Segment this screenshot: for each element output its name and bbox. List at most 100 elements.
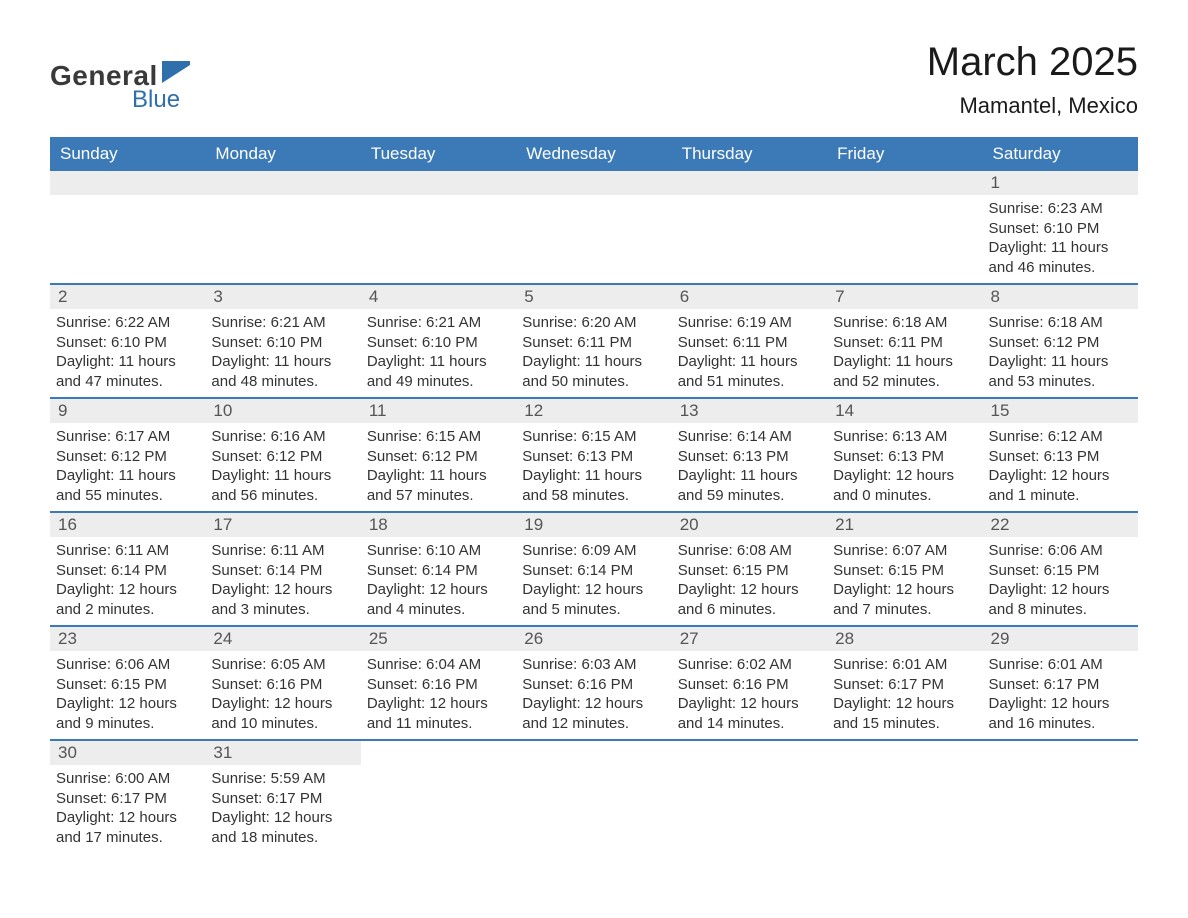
day-number: [827, 171, 982, 195]
sunset-line: Sunset: 6:13 PM: [989, 447, 1132, 467]
day-body: Sunrise: 6:12 AMSunset: 6:13 PMDaylight:…: [983, 423, 1138, 511]
day-number: 18: [361, 513, 516, 537]
day-body: Sunrise: 6:04 AMSunset: 6:16 PMDaylight:…: [361, 651, 516, 739]
dow-cell: Friday: [827, 137, 982, 171]
sunrise-line: Sunrise: 6:22 AM: [56, 313, 199, 333]
dow-cell: Wednesday: [516, 137, 671, 171]
sunrise-line: Sunrise: 6:04 AM: [367, 655, 510, 675]
sunset-line: Sunset: 6:11 PM: [678, 333, 821, 353]
day-number: 7: [827, 285, 982, 309]
day-cell: 9Sunrise: 6:17 AMSunset: 6:12 PMDaylight…: [50, 399, 205, 511]
sunset-line: Sunset: 6:13 PM: [678, 447, 821, 467]
day-number: 16: [50, 513, 205, 537]
day-cell: 5Sunrise: 6:20 AMSunset: 6:11 PMDaylight…: [516, 285, 671, 397]
day-number: 23: [50, 627, 205, 651]
day-body: [205, 195, 360, 205]
sunset-line: Sunset: 6:14 PM: [56, 561, 199, 581]
sunrise-line: Sunrise: 6:01 AM: [833, 655, 976, 675]
daylight-line: Daylight: 11 hours and 57 minutes.: [367, 466, 510, 505]
day-cell: [205, 171, 360, 283]
sunrise-line: Sunrise: 6:08 AM: [678, 541, 821, 561]
daylight-line: Daylight: 11 hours and 51 minutes.: [678, 352, 821, 391]
daylight-line: Daylight: 12 hours and 11 minutes.: [367, 694, 510, 733]
sunrise-line: Sunrise: 6:09 AM: [522, 541, 665, 561]
sunset-line: Sunset: 6:12 PM: [211, 447, 354, 467]
sunrise-line: Sunrise: 6:13 AM: [833, 427, 976, 447]
day-number: [672, 171, 827, 195]
sunrise-line: Sunrise: 6:15 AM: [522, 427, 665, 447]
daylight-line: Daylight: 12 hours and 14 minutes.: [678, 694, 821, 733]
day-body: Sunrise: 6:14 AMSunset: 6:13 PMDaylight:…: [672, 423, 827, 511]
day-number: 3: [205, 285, 360, 309]
dow-cell: Thursday: [672, 137, 827, 171]
day-cell: 24 Sunrise: 6:05 AMSunset: 6:16 PMDayligh…: [205, 627, 360, 739]
day-number: 9: [50, 399, 205, 423]
daylight-line: Daylight: 11 hours and 53 minutes.: [989, 352, 1132, 391]
day-body: Sunrise: 6:21 AMSunset: 6:10 PMDaylight:…: [205, 309, 360, 397]
day-cell: 23Sunrise: 6:06 AMSunset: 6:15 PMDayligh…: [50, 627, 205, 739]
day-cell: 27Sunrise: 6:02 AMSunset: 6:16 PMDayligh…: [672, 627, 827, 739]
day-number: 30: [50, 741, 205, 765]
day-number: 24: [205, 627, 360, 651]
daylight-line: Daylight: 11 hours and 56 minutes.: [211, 466, 354, 505]
sunrise-line: Sunrise: 6:18 AM: [989, 313, 1132, 333]
day-cell: 28Sunrise: 6:01 AMSunset: 6:17 PMDayligh…: [827, 627, 982, 739]
sunrise-line: Sunrise: 6:12 AM: [989, 427, 1132, 447]
sunrise-line: Sunrise: 6:11 AM: [211, 541, 354, 561]
day-cell: 30Sunrise: 6:00 AMSunset: 6:17 PMDayligh…: [50, 741, 205, 853]
sunset-line: Sunset: 6:17 PM: [211, 789, 354, 809]
weeks-container: 1Sunrise: 6:23 AMSunset: 6:10 PMDaylight…: [50, 171, 1138, 853]
dow-cell: Saturday: [983, 137, 1138, 171]
day-body: Sunrise: 6:06 AMSunset: 6:15 PMDaylight:…: [983, 537, 1138, 625]
day-body: [827, 745, 982, 755]
title-block: March 2025 Mamantel, Mexico: [927, 40, 1138, 119]
sunset-line: Sunset: 6:11 PM: [833, 333, 976, 353]
daylight-line: Daylight: 12 hours and 10 minutes.: [211, 694, 354, 733]
sunset-line: Sunset: 6:12 PM: [56, 447, 199, 467]
week-row: 2Sunrise: 6:22 AMSunset: 6:10 PMDaylight…: [50, 283, 1138, 397]
daylight-line: Daylight: 12 hours and 17 minutes.: [56, 808, 199, 847]
sunset-line: Sunset: 6:16 PM: [211, 675, 354, 695]
dow-cell: Sunday: [50, 137, 205, 171]
day-number: 28: [827, 627, 982, 651]
day-body: [672, 195, 827, 205]
day-cell: 11Sunrise: 6:15 AMSunset: 6:12 PMDayligh…: [361, 399, 516, 511]
day-cell: 14Sunrise: 6:13 AMSunset: 6:13 PMDayligh…: [827, 399, 982, 511]
day-number: 4: [361, 285, 516, 309]
day-body: Sunrise: 6:06 AMSunset: 6:15 PMDaylight:…: [50, 651, 205, 739]
day-body: [827, 195, 982, 205]
sunset-line: Sunset: 6:15 PM: [56, 675, 199, 695]
day-cell: 21Sunrise: 6:07 AMSunset: 6:15 PMDayligh…: [827, 513, 982, 625]
dow-cell: Tuesday: [361, 137, 516, 171]
day-body: Sunrise: 6:10 AMSunset: 6:14 PMDaylight:…: [361, 537, 516, 625]
day-body: Sunrise: 6:02 AMSunset: 6:16 PMDaylight:…: [672, 651, 827, 739]
sunrise-line: Sunrise: 6:18 AM: [833, 313, 976, 333]
sunrise-line: Sunrise: 6:21 AM: [211, 313, 354, 333]
day-body: [361, 745, 516, 755]
day-body: Sunrise: 6:03 AMSunset: 6:16 PMDaylight:…: [516, 651, 671, 739]
daylight-line: Daylight: 12 hours and 1 minute.: [989, 466, 1132, 505]
day-number: 1: [983, 171, 1138, 195]
daylight-line: Daylight: 11 hours and 52 minutes.: [833, 352, 976, 391]
day-body: Sunrise: 6:01 AMSunset: 6:17 PMDaylight:…: [827, 651, 982, 739]
day-body: Sunrise: 6:19 AMSunset: 6:11 PMDaylight:…: [672, 309, 827, 397]
day-cell: 18Sunrise: 6:10 AMSunset: 6:14 PMDayligh…: [361, 513, 516, 625]
daylight-line: Daylight: 12 hours and 3 minutes.: [211, 580, 354, 619]
day-number: [50, 171, 205, 195]
sunset-line: Sunset: 6:14 PM: [522, 561, 665, 581]
daylight-line: Daylight: 11 hours and 55 minutes.: [56, 466, 199, 505]
day-number: 17: [205, 513, 360, 537]
sunrise-line: Sunrise: 6:15 AM: [367, 427, 510, 447]
day-cell: 2Sunrise: 6:22 AMSunset: 6:10 PMDaylight…: [50, 285, 205, 397]
day-cell: [672, 741, 827, 853]
sunset-line: Sunset: 6:16 PM: [367, 675, 510, 695]
day-body: Sunrise: 6:18 AMSunset: 6:12 PMDaylight:…: [983, 309, 1138, 397]
daylight-line: Daylight: 11 hours and 49 minutes.: [367, 352, 510, 391]
day-number: [516, 171, 671, 195]
sunrise-line: Sunrise: 6:00 AM: [56, 769, 199, 789]
sunrise-line: Sunrise: 6:05 AM: [211, 655, 354, 675]
sunset-line: Sunset: 6:12 PM: [989, 333, 1132, 353]
day-number: 26: [516, 627, 671, 651]
daylight-line: Daylight: 12 hours and 15 minutes.: [833, 694, 976, 733]
day-body: Sunrise: 6:13 AMSunset: 6:13 PMDaylight:…: [827, 423, 982, 511]
